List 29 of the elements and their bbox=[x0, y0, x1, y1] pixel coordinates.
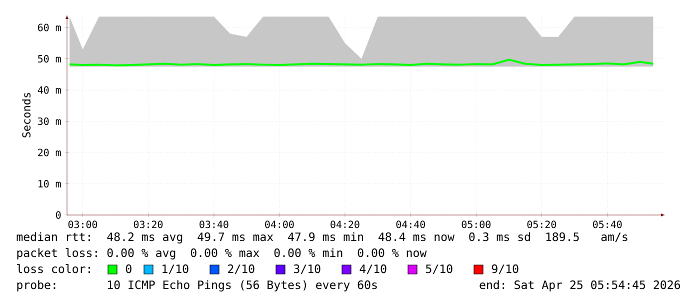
legend-title: loss color: bbox=[17, 264, 90, 274]
legend-label: 5/10 bbox=[426, 264, 452, 274]
y-tick-label: 40 m bbox=[38, 86, 61, 94]
x-tick-label: 05:00 bbox=[462, 220, 491, 228]
x-tick-label: 04:40 bbox=[396, 220, 426, 228]
x-tick-label: 04:00 bbox=[265, 220, 294, 228]
x-tick-label: 04:20 bbox=[330, 220, 360, 228]
y-tick-label: 10 m bbox=[38, 180, 61, 188]
y-tick-label: 0 bbox=[56, 211, 61, 219]
text: packet loss: 0.00 % avg 0.00 % max 0.00 % min 0.00 % now bbox=[17, 248, 427, 260]
text: median rtt: 48.2 ms avg 49.7 ms max 47.9 ms min 48.4 ms now 0.3 ms sd 189.5 am/s bbox=[16, 232, 628, 244]
text: probe: 10 ICMP Echo Pings (56 Bytes) every 60s bbox=[17, 280, 377, 292]
y-tick-label: 30 m bbox=[38, 117, 61, 126]
legend-label: 1/10 bbox=[162, 264, 188, 274]
x-tick-label: 05:40 bbox=[593, 220, 622, 228]
legend-label: 3/10 bbox=[294, 264, 320, 274]
x-tick-label: 03:40 bbox=[200, 220, 228, 228]
y-tick-label: 20 m bbox=[38, 148, 61, 156]
x-tick-label: 05:20 bbox=[527, 220, 556, 228]
legend-label: 9/10 bbox=[492, 264, 518, 274]
legend-label: 0 bbox=[126, 264, 132, 274]
text: end: Sat Apr 25 05:54:45 2026 bbox=[480, 280, 680, 292]
legend-label: 2/10 bbox=[228, 264, 254, 274]
y-axis-title: Seconds bbox=[22, 92, 31, 138]
x-tick-label: 03:00 bbox=[68, 220, 98, 228]
y-tick-label: 60 m bbox=[38, 24, 61, 32]
legend-label: 4/10 bbox=[360, 264, 386, 274]
x-tick-label: 03:20 bbox=[134, 220, 163, 228]
y-tick-label: 50 m bbox=[38, 54, 61, 63]
